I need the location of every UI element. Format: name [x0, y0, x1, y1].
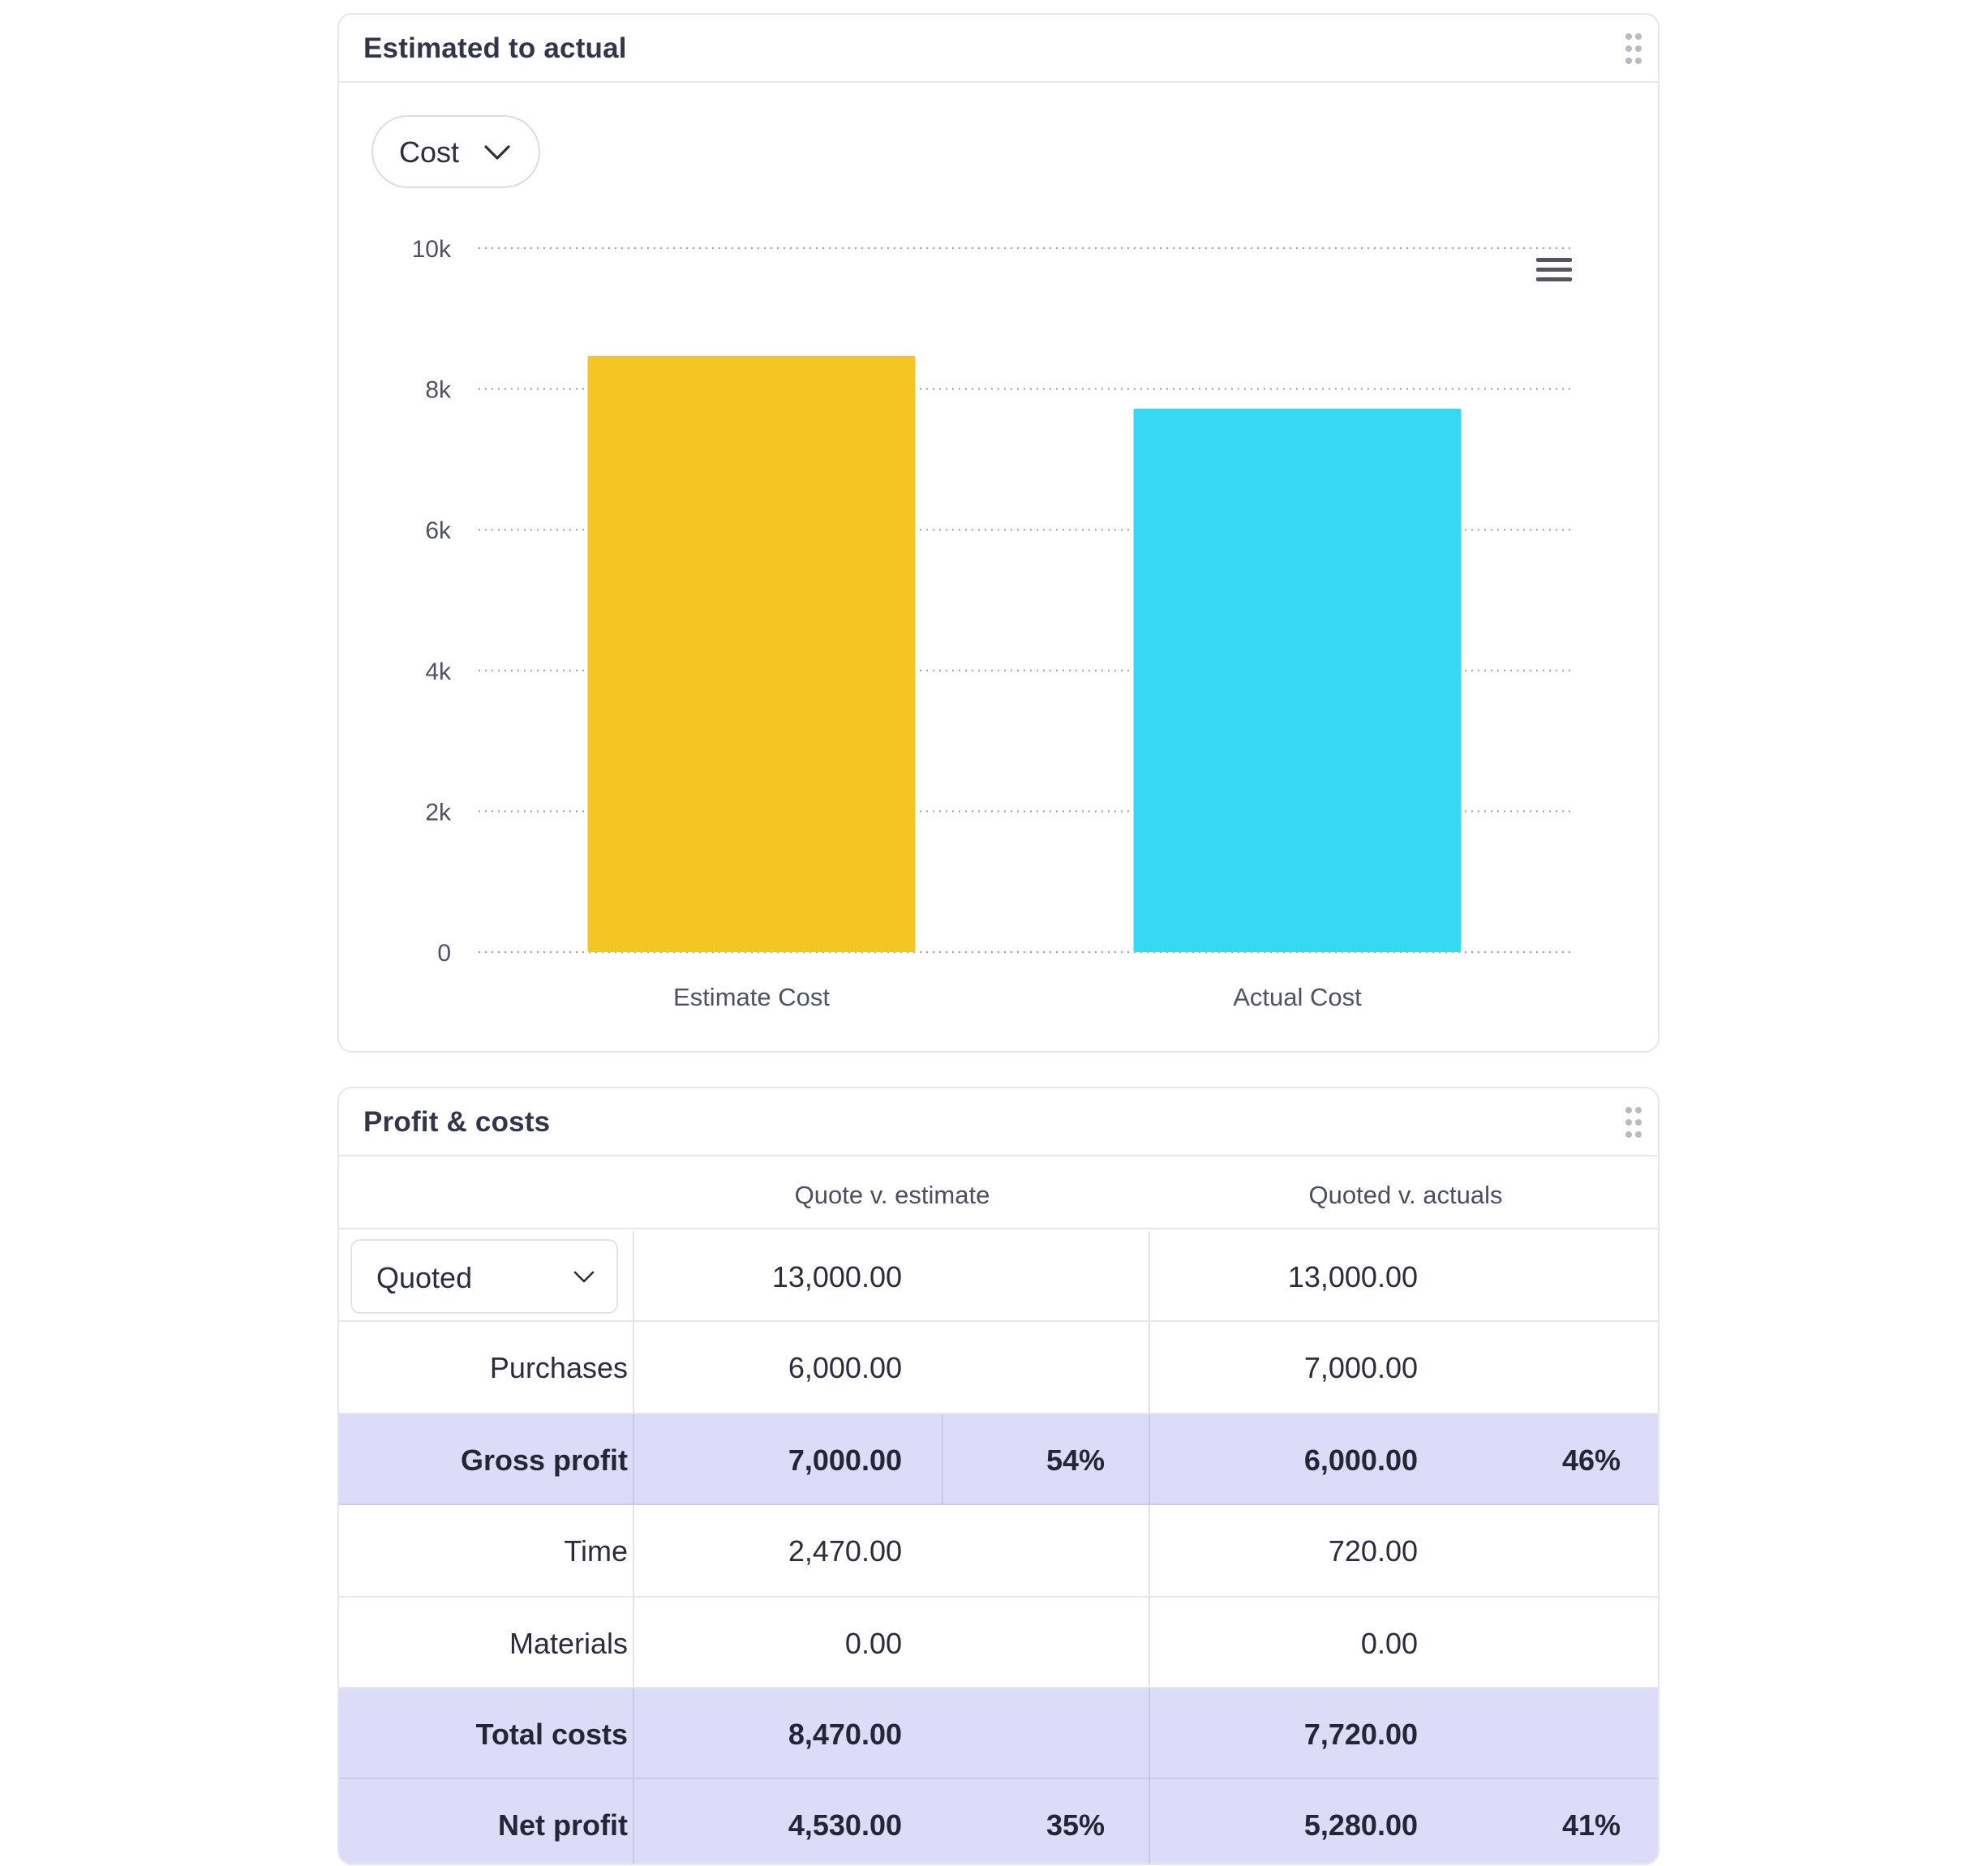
table-header-row: Quote v. estimate Quoted v. actuals — [339, 1158, 1658, 1229]
chevron-down-icon — [484, 145, 510, 160]
card-header: Profit & costs — [339, 1088, 1658, 1156]
column-divider — [1149, 1505, 1150, 1596]
column-divider — [1149, 1322, 1150, 1413]
chevron-down-icon — [573, 1271, 595, 1283]
drag-handle-icon[interactable] — [1624, 32, 1643, 65]
estimate-percent: 35% — [1046, 1808, 1105, 1842]
estimate-value: 8,470.00 — [788, 1718, 902, 1751]
estimate-percent: 54% — [1046, 1443, 1105, 1477]
card-header: Estimated to actual — [339, 15, 1658, 83]
row-label: Purchases — [489, 1351, 628, 1384]
actual-percent: 41% — [1561, 1808, 1621, 1842]
column-divider — [1149, 1231, 1150, 1320]
x-tick-label: Estimate Cost — [673, 983, 830, 1011]
estimate-value: 2,470.00 — [788, 1534, 902, 1568]
quoted-dropdown-value: Quoted — [376, 1261, 473, 1294]
table-row: Quoted 13,000.00 13,000.00 — [339, 1231, 1658, 1322]
table-row: Purchases 6,000.00 7,000.00 — [339, 1322, 1658, 1414]
table-row: Net profit 4,530.00 35% 5,280.00 41% — [339, 1779, 1658, 1864]
y-tick-label: 6k — [425, 517, 452, 544]
metric-dropdown[interactable]: Cost — [371, 115, 540, 188]
actual-value: 0.00 — [1360, 1627, 1418, 1660]
row-label: Time — [564, 1534, 628, 1568]
actual-percent: 46% — [1561, 1443, 1621, 1477]
card-title: Profit & costs — [363, 1106, 551, 1138]
quoted-dropdown[interactable]: Quoted — [350, 1239, 618, 1314]
row-label: Gross profit — [460, 1443, 628, 1477]
column-divider — [1149, 1688, 1150, 1778]
row-label: Materials — [509, 1627, 628, 1660]
estimate-value: 13,000.00 — [771, 1260, 902, 1293]
hamburger-menu-icon[interactable] — [1536, 258, 1572, 281]
column-divider — [1149, 1414, 1150, 1504]
column-divider — [633, 1231, 634, 1320]
column-divider — [633, 1322, 634, 1413]
actual-value: 720.00 — [1328, 1534, 1418, 1568]
y-tick-label: 8k — [425, 377, 452, 404]
estimate-value: 7,000.00 — [788, 1443, 902, 1477]
column-divider — [633, 1505, 634, 1596]
column-divider — [633, 1598, 634, 1687]
table-row: Total costs 8,470.00 7,720.00 — [339, 1688, 1658, 1779]
y-tick-label: 0 — [437, 940, 451, 967]
bar-chart: 0 2k 4k 6k 8k 10k Estimate Cost Actual Cost — [412, 236, 1572, 1011]
x-tick-label: Actual Cost — [1233, 983, 1362, 1011]
actual-value: 6,000.00 — [1303, 1443, 1418, 1477]
metric-dropdown-value: Cost — [399, 135, 460, 169]
actual-value: 5,280.00 — [1303, 1808, 1418, 1842]
row-label: Total costs — [475, 1718, 628, 1751]
actual-value: 7,000.00 — [1303, 1351, 1418, 1384]
estimate-value: 0.00 — [844, 1627, 902, 1660]
actual-value: 13,000.00 — [1287, 1260, 1418, 1293]
estimate-value: 6,000.00 — [788, 1351, 902, 1384]
column-divider — [1149, 1779, 1150, 1864]
y-tick-label: 4k — [425, 658, 452, 685]
column-divider — [633, 1414, 634, 1504]
column-divider — [633, 1779, 634, 1864]
actual-value: 7,720.00 — [1303, 1718, 1418, 1751]
column-header-quoted-v-actuals: Quoted v. actuals — [1308, 1181, 1503, 1209]
row-label: Net profit — [498, 1808, 628, 1842]
card-title: Estimated to actual — [363, 32, 627, 64]
bar-estimate-cost[interactable] — [587, 355, 916, 952]
table-row: Materials 0.00 0.00 — [339, 1598, 1658, 1688]
estimated-to-actual-card: Estimated to actual Cost 0 2k 4k 6k 8k 10k Est… — [337, 13, 1660, 1053]
y-tick-label: 10k — [412, 236, 452, 263]
bar-actual-cost[interactable] — [1133, 408, 1462, 952]
y-tick-label: 2k — [425, 799, 452, 826]
estimate-value: 4,530.00 — [788, 1808, 902, 1842]
table-row: Time 2,470.00 720.00 — [339, 1505, 1658, 1598]
profit-costs-card: Profit & costs Quote v. estimate Quoted … — [337, 1087, 1660, 1865]
column-header-quote-v-estimate: Quote v. estimate — [794, 1181, 990, 1209]
table-row: Gross profit 7,000.00 54% 6,000.00 46% — [339, 1414, 1658, 1505]
column-divider — [1149, 1598, 1150, 1687]
drag-handle-icon[interactable] — [1624, 1106, 1643, 1139]
column-divider — [633, 1688, 634, 1778]
column-divider — [942, 1414, 943, 1504]
